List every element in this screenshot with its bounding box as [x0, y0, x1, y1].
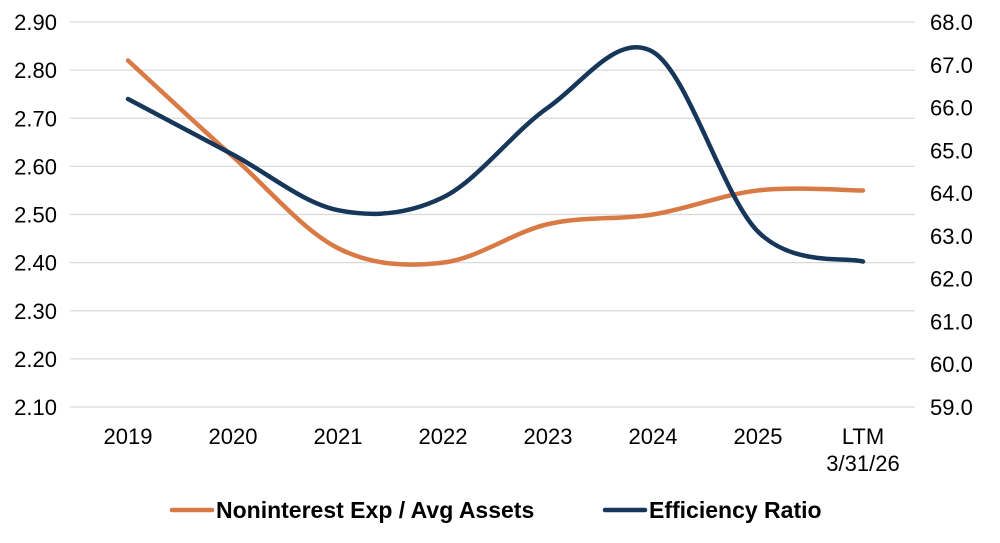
legend: Noninterest Exp / Avg Assets Efficiency R…	[169, 497, 822, 523]
right-axis-tick-label: 65.0	[930, 138, 973, 163]
x-axis-tick-label-line: 2022	[419, 424, 468, 449]
x-axis-ticks: 2019 2020 2021 2022 2023 2024 2025 LTM 3/31/26	[104, 424, 900, 476]
legend-label: Noninterest Exp / Avg Assets	[216, 497, 534, 523]
right-axis-tick-label: 67.0	[930, 53, 973, 78]
x-axis-tick-label-line: LTM	[842, 424, 884, 449]
x-axis-tick-label: 2021	[314, 424, 363, 449]
right-axis-tick-label: 66.0	[930, 96, 973, 121]
x-axis-tick-label-line: 2021	[314, 424, 363, 449]
left-axis-tick-label: 2.50	[14, 203, 57, 228]
right-axis-tick-label: 68.0	[930, 10, 973, 35]
right-axis-ticks: 59.0 60.0 61.0 62.0 63.0 64.0 65.0 66.0 67.0 68.0	[930, 10, 973, 420]
right-axis-tick-label: 61.0	[930, 309, 973, 334]
x-axis-tick-label-line: 2023	[524, 424, 573, 449]
series-line-0	[125, 58, 866, 267]
x-axis-tick-label-line: 2020	[209, 424, 258, 449]
gridlines	[70, 21, 915, 408]
x-axis-tick-label: 2019	[104, 424, 153, 449]
x-axis-tick-label-line: 2019	[104, 424, 153, 449]
left-axis-tick-label: 2.60	[14, 154, 57, 179]
left-axis-tick-label: 2.80	[14, 58, 57, 83]
right-axis-tick-label: 59.0	[930, 395, 973, 420]
x-axis-tick-label: 2020	[209, 424, 258, 449]
right-axis-tick-label: 63.0	[930, 224, 973, 249]
right-axis-tick-label: 62.0	[930, 267, 973, 292]
right-axis-tick-label: 60.0	[930, 352, 973, 377]
x-axis-tick-label: 2025	[734, 424, 783, 449]
left-axis-tick-label: 2.30	[14, 299, 57, 324]
x-axis-tick-label: 2022	[419, 424, 468, 449]
x-axis-tick-label: LTM 3/31/26	[826, 424, 899, 476]
left-axis-ticks: 2.10 2.20 2.30 2.40 2.50 2.60 2.70 2.80 2.90	[14, 10, 57, 420]
left-axis-tick-label: 2.10	[14, 395, 57, 420]
x-axis-tick-label-line: 2024	[629, 424, 678, 449]
x-axis-tick-label-line: 2025	[734, 424, 783, 449]
series-lines	[125, 44, 866, 267]
left-axis-tick-label: 2.40	[14, 251, 57, 276]
left-axis-tick-label: 2.20	[14, 347, 57, 372]
legend-label: Efficiency Ratio	[649, 497, 822, 523]
x-axis-tick-label: 2023	[524, 424, 573, 449]
right-axis-tick-label: 64.0	[930, 181, 973, 206]
left-axis-tick-label: 2.90	[14, 10, 57, 35]
left-axis-tick-label: 2.70	[14, 106, 57, 131]
x-axis-tick-label: 2024	[629, 424, 678, 449]
x-axis-tick-label-line: 3/31/26	[826, 451, 899, 476]
series-line-1	[125, 44, 866, 264]
